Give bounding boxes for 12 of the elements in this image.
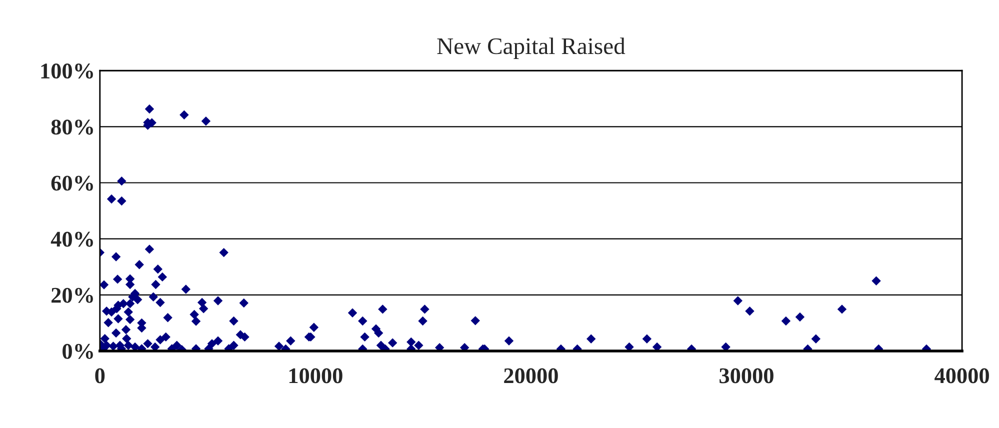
y-tick-label: 20% [52, 288, 93, 303]
y-tick-label: 0% [62, 344, 93, 359]
y-tick-label: 100% [41, 64, 93, 79]
y-tick-label: 40% [50, 232, 93, 247]
x-tick-label: 40000 [934, 368, 989, 384]
x-tick-label: 0 [95, 368, 105, 384]
y-tick-label: 80% [51, 120, 93, 135]
x-tick-label: 30000 [720, 368, 774, 384]
x-tick-label: 20000 [504, 368, 558, 384]
chart-title: New Capital Raised [437, 38, 626, 59]
x-tick-label: 10000 [289, 368, 342, 384]
y-tick-label: 60% [51, 176, 93, 191]
